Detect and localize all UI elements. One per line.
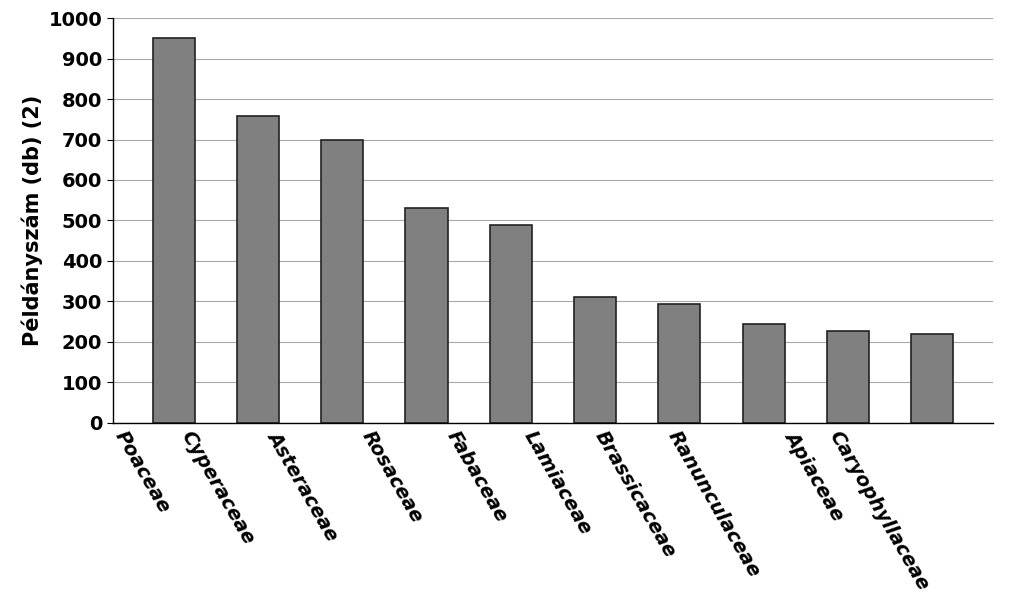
Bar [489, 225, 531, 423]
Bar [911, 334, 953, 423]
Y-axis label: Példányszám (db) (2): Példányszám (db) (2) [22, 95, 43, 346]
Bar [406, 208, 447, 423]
Bar [826, 331, 869, 423]
Bar [153, 39, 195, 423]
Bar [742, 324, 784, 423]
Bar [322, 140, 364, 423]
Bar [237, 117, 280, 423]
Bar [658, 304, 700, 423]
Bar [574, 297, 616, 423]
